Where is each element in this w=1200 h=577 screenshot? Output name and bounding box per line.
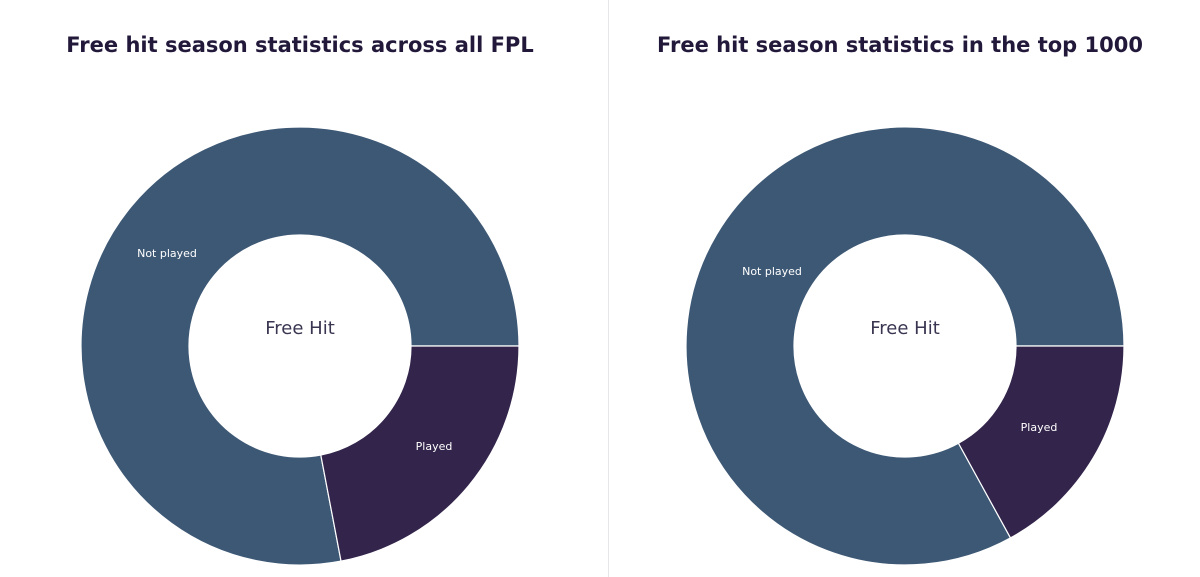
donut-chart-all-fpl: Not played Played Free Hit <box>80 126 520 566</box>
slice-played-top-1000[interactable] <box>957 345 1125 539</box>
slice-label-not-played-top-1000: Not played <box>742 265 802 278</box>
slice-not-played-all-fpl[interactable] <box>80 126 520 566</box>
slice-label-played-all-fpl: Played <box>416 440 453 453</box>
center-label-top-1000: Free Hit <box>870 318 940 339</box>
chart-title-all-fpl: Free hit season statistics across all FP… <box>66 33 534 57</box>
chart-panel-all-fpl: Free hit season statistics across all FP… <box>66 33 534 566</box>
chart-panel-top-1000: Free hit season statistics in the top 10… <box>600 0 1200 577</box>
slice-played-all-fpl[interactable] <box>320 345 520 562</box>
slice-label-played-top-1000: Played <box>1021 421 1058 434</box>
donut-chart-top-1000: Not played Played Free Hit <box>685 126 1125 566</box>
chart-title-top-1000: Free hit season statistics in the top 10… <box>657 33 1143 57</box>
slice-label-not-played-all-fpl: Not played <box>137 247 197 260</box>
center-label-all-fpl: Free Hit <box>265 318 335 339</box>
slice-not-played-top-1000[interactable] <box>685 126 1125 566</box>
panel-divider <box>608 0 609 577</box>
